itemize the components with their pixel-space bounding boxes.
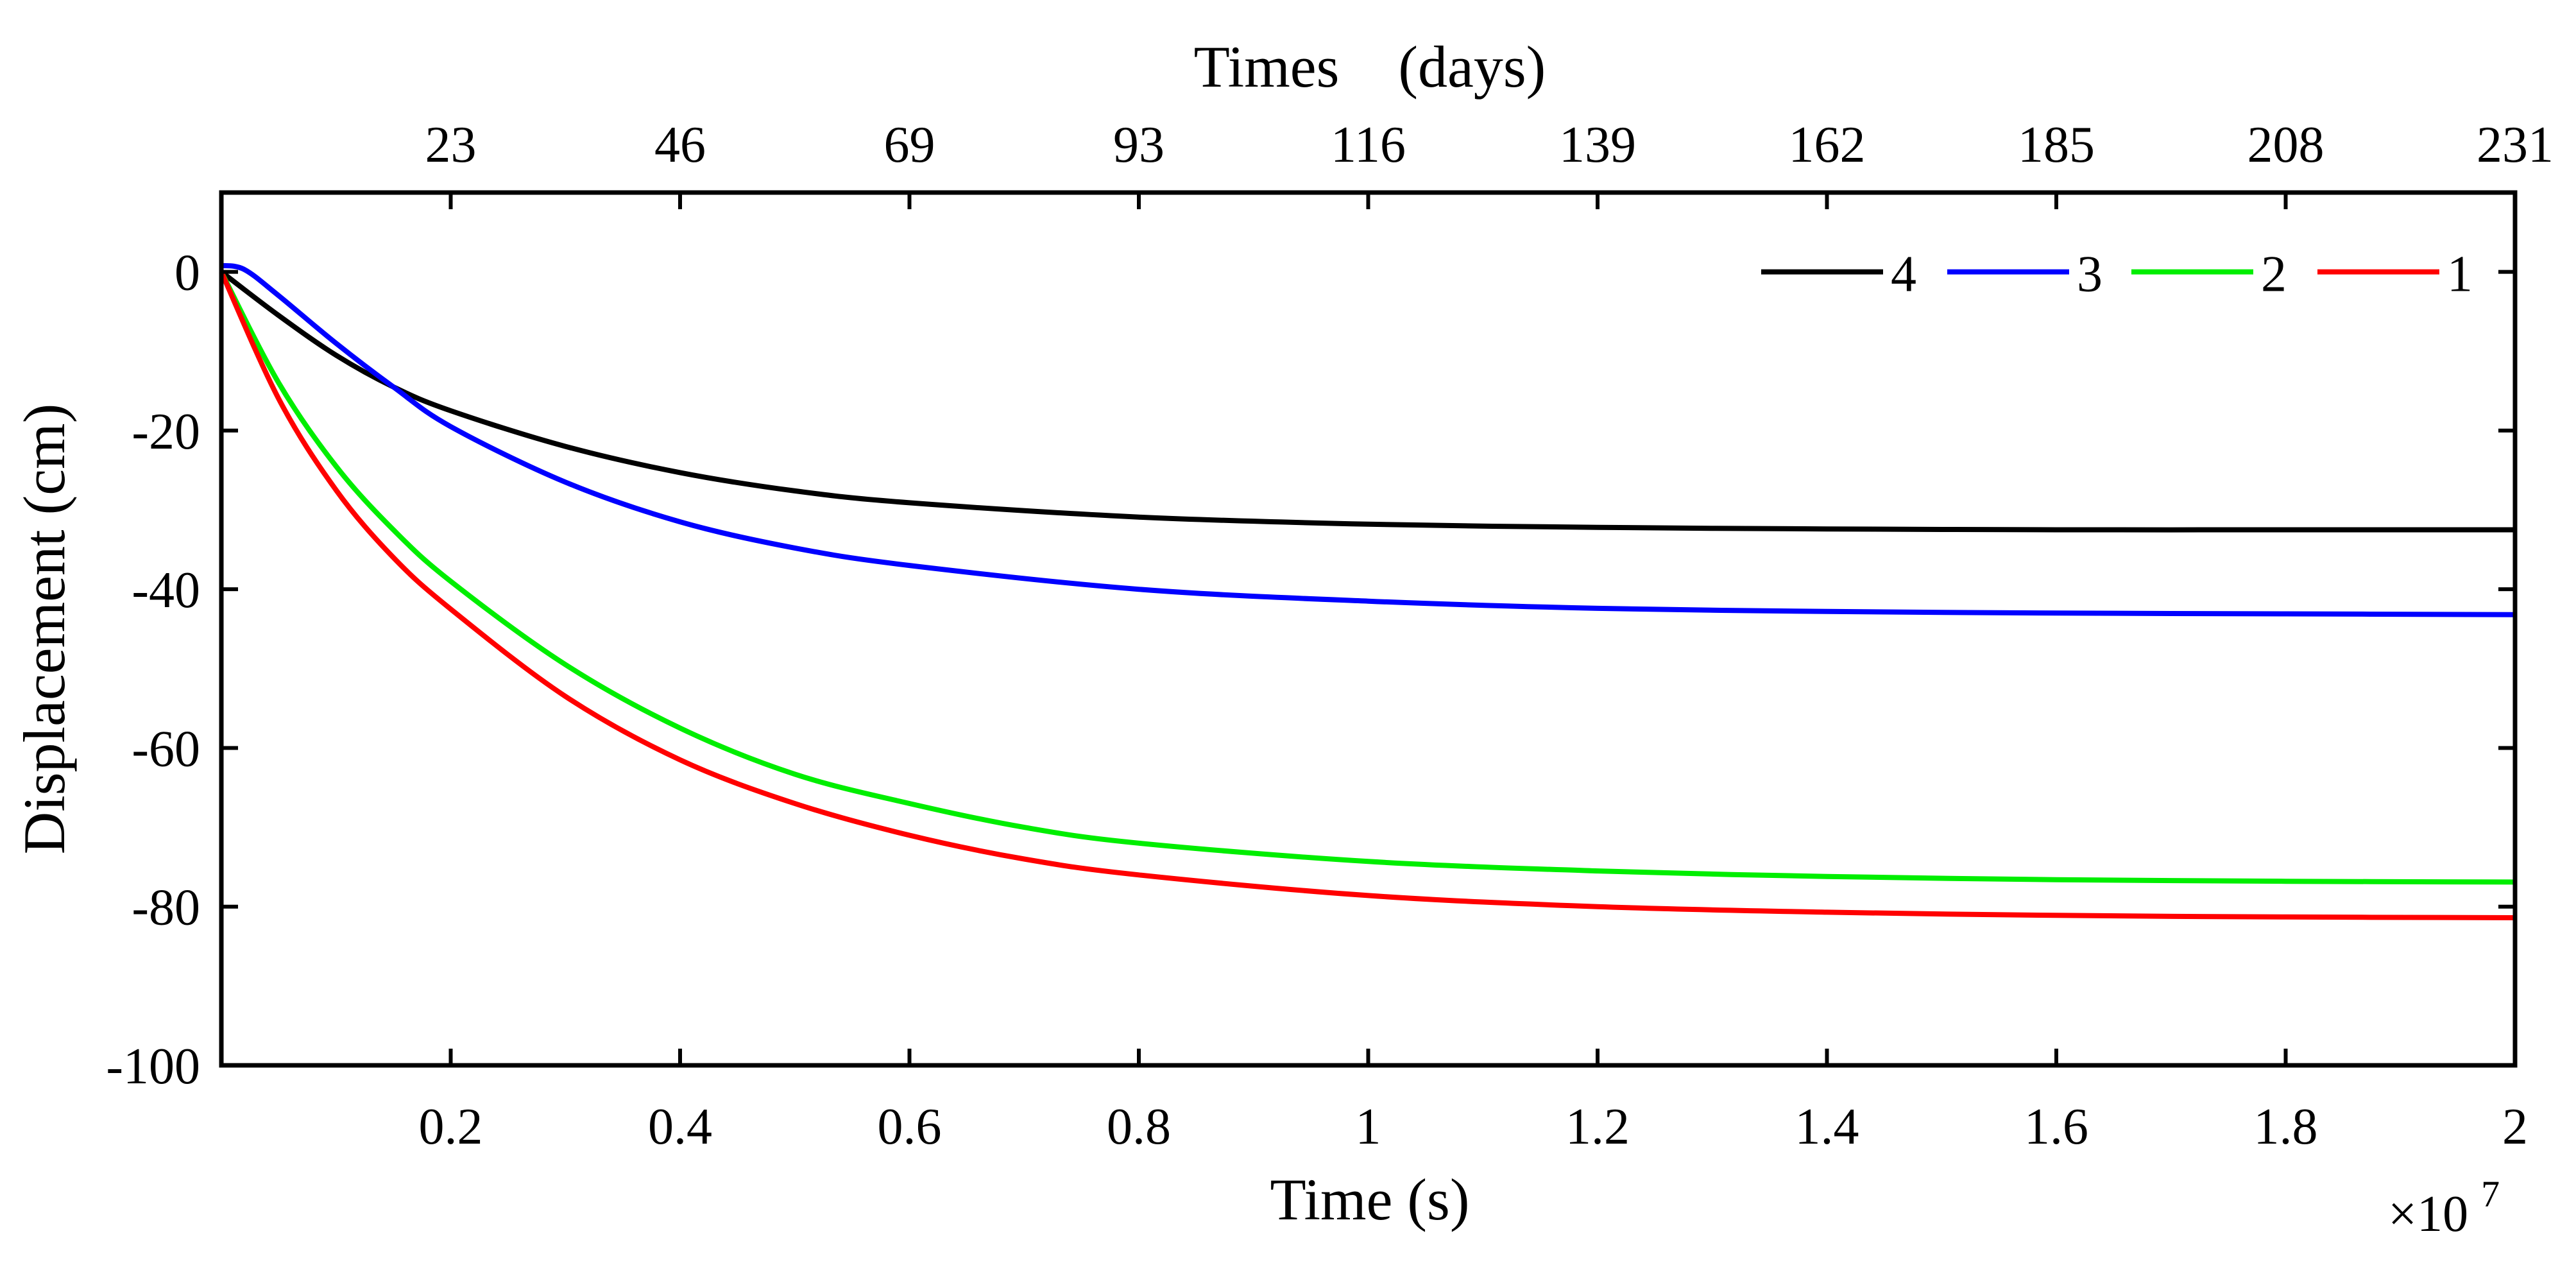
top-x-tick-label: 139 bbox=[1559, 117, 1636, 173]
x-tick-label: 1.2 bbox=[1565, 1099, 1630, 1155]
series-line-4 bbox=[219, 270, 2515, 533]
x-tick-label: 0.6 bbox=[878, 1099, 942, 1155]
x-multiplier-base: ×10 bbox=[2388, 1186, 2468, 1242]
top-x-tick-label: 162 bbox=[1789, 117, 1866, 173]
plot-frame bbox=[219, 190, 2518, 1068]
y-tick-label: -20 bbox=[132, 404, 200, 460]
y-tick-label: -60 bbox=[132, 721, 200, 777]
y-axis-label: Displacement (cm) bbox=[12, 404, 77, 855]
x-multiplier-exponent: 7 bbox=[2481, 1173, 2500, 1215]
series-line-1 bbox=[219, 270, 2516, 920]
legend: 4 3 2 1 bbox=[1761, 246, 2473, 303]
x-tick-label: 0.8 bbox=[1107, 1099, 1171, 1155]
top-x-tick-label: 185 bbox=[2018, 117, 2095, 173]
top-x-tick-label: 93 bbox=[1113, 117, 1164, 173]
top-x-tick-label: 46 bbox=[654, 117, 706, 173]
x-axis-label: Time (s) bbox=[1270, 1167, 1470, 1232]
x-tick-label: 0.2 bbox=[419, 1099, 483, 1155]
top-x-tick-label: 116 bbox=[1331, 117, 1406, 173]
series-lines bbox=[219, 262, 2516, 920]
x-tick-label: 1.6 bbox=[2024, 1099, 2088, 1155]
x-tick-label: 1.8 bbox=[2254, 1099, 2318, 1155]
x-tick-label: 1 bbox=[1356, 1099, 1381, 1155]
legend-label-1: 1 bbox=[2447, 246, 2473, 303]
top-x-tick-label: 208 bbox=[2248, 117, 2324, 173]
y-tick-label: 0 bbox=[175, 245, 200, 302]
legend-label-3: 3 bbox=[2077, 246, 2103, 303]
top-x-tick-label: 23 bbox=[425, 117, 477, 173]
series-line-2 bbox=[219, 270, 2516, 885]
legend-label-4: 4 bbox=[1891, 246, 1916, 303]
top-x-axis-label: Times (days) bbox=[1194, 34, 1546, 99]
x-tick-label: 1.4 bbox=[1795, 1099, 1859, 1155]
x-tick-label: 2 bbox=[2502, 1099, 2528, 1155]
x-tick-label: 0.4 bbox=[648, 1099, 712, 1155]
series-line-3 bbox=[221, 262, 2516, 617]
top-x-tick-label: 69 bbox=[884, 117, 935, 173]
tick-labels: 0.2230.4460.6690.89311161.21391.41621.61… bbox=[106, 117, 2554, 1155]
x-multiplier: ×10 7 bbox=[2388, 1173, 2500, 1242]
top-x-tick-label: 231 bbox=[2477, 117, 2554, 173]
y-tick-label: -40 bbox=[132, 562, 200, 619]
y-tick-label: -100 bbox=[106, 1038, 200, 1095]
legend-label-2: 2 bbox=[2261, 246, 2287, 303]
axis-ticks bbox=[221, 193, 2517, 1067]
y-tick-label: -80 bbox=[132, 880, 200, 936]
